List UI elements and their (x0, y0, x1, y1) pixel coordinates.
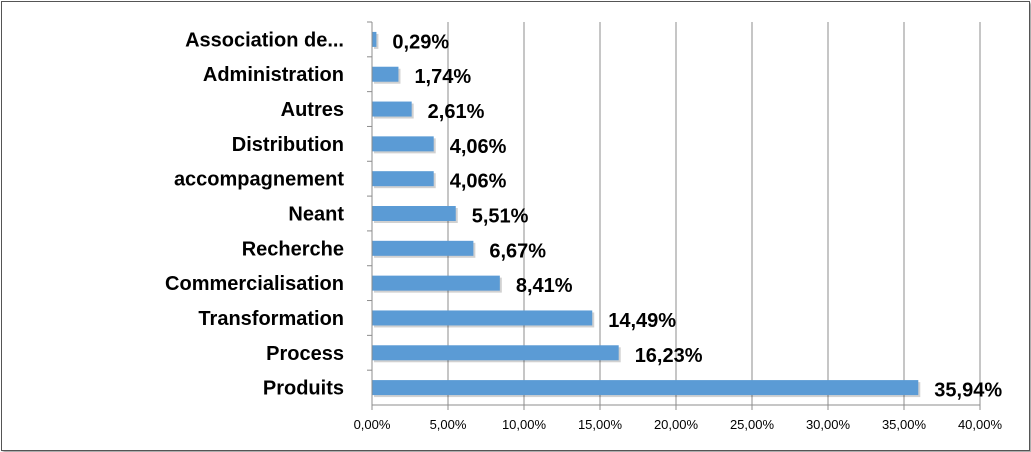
x-tick-label: 20,00% (654, 417, 699, 432)
labels: Association de... 0,29% Administration 1,74… (165, 29, 1002, 401)
data-label: 1,74% (414, 66, 471, 88)
gridlines (447, 22, 981, 405)
bars (372, 31, 921, 398)
bar (372, 380, 919, 396)
data-label: 14,49% (608, 310, 676, 332)
category-label: Commercialisation (165, 273, 344, 295)
bar (372, 345, 619, 361)
data-label: 8,41% (516, 275, 573, 297)
category-label: Association de... (185, 29, 344, 51)
bar (372, 240, 474, 256)
data-label: 6,67% (489, 240, 546, 262)
category-label: Transformation (198, 308, 344, 330)
bar (372, 206, 456, 221)
data-label: 2,61% (428, 101, 485, 123)
data-label: 4,06% (450, 136, 507, 158)
category-label: Administration (203, 64, 344, 86)
category-label: accompagnement (174, 169, 344, 191)
bar (372, 101, 412, 117)
x-tick-label: 15,00% (578, 417, 623, 432)
x-tick-label: 30,00% (806, 417, 851, 432)
bar (372, 171, 434, 187)
data-label: 5,51% (472, 206, 529, 228)
bar (372, 136, 434, 152)
category-label: Recherche (242, 238, 344, 260)
bar (372, 31, 377, 47)
data-label: 35,94% (934, 380, 1002, 402)
data-label: 4,06% (450, 171, 507, 193)
data-label: 0,29% (392, 31, 449, 53)
x-tick-label: 5,00% (430, 417, 467, 432)
category-label: Produits (263, 378, 344, 400)
x-tick-label: 35,00% (882, 417, 927, 432)
x-tick-label: 25,00% (730, 417, 775, 432)
x-tick-label: 40,00% (958, 417, 1003, 432)
category-label: Neant (288, 204, 344, 226)
x-tick-label: 0,00% (354, 417, 391, 432)
category-label: Distribution (232, 134, 344, 156)
category-label: Process (266, 343, 344, 365)
category-label: Autres (281, 99, 344, 121)
bar (372, 66, 399, 82)
x-tick-label: 10,00% (502, 417, 547, 432)
bar (372, 275, 500, 291)
data-label: 16,23% (635, 345, 703, 367)
bar (372, 310, 593, 326)
axes: 0,00% 5,00% 10,00% 15,00% 20,00% 25,00% 30,00%… (354, 21, 1003, 432)
